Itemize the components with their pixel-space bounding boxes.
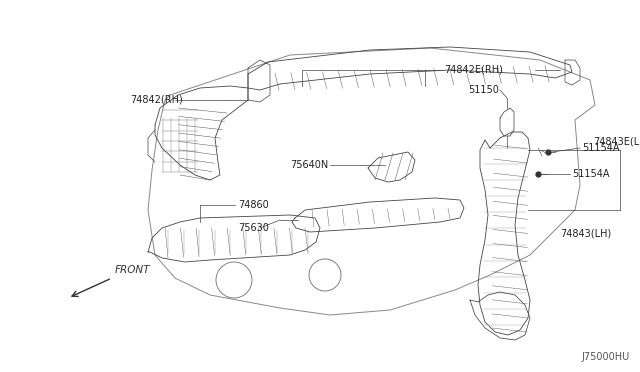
Text: FRONT: FRONT	[115, 265, 150, 275]
Text: 51150: 51150	[468, 85, 499, 95]
Text: J75000HU: J75000HU	[582, 352, 630, 362]
Text: 74842E(RH): 74842E(RH)	[444, 65, 503, 75]
Text: 74843(LH): 74843(LH)	[560, 228, 611, 238]
Text: 51154A: 51154A	[582, 143, 620, 153]
Text: 75630: 75630	[238, 223, 269, 233]
Text: 75640N: 75640N	[290, 160, 328, 170]
Text: 51154A: 51154A	[572, 169, 609, 179]
Text: 74842(RH): 74842(RH)	[130, 95, 183, 105]
Text: 74860: 74860	[238, 200, 269, 210]
Text: 74843E(LH): 74843E(LH)	[593, 136, 640, 146]
